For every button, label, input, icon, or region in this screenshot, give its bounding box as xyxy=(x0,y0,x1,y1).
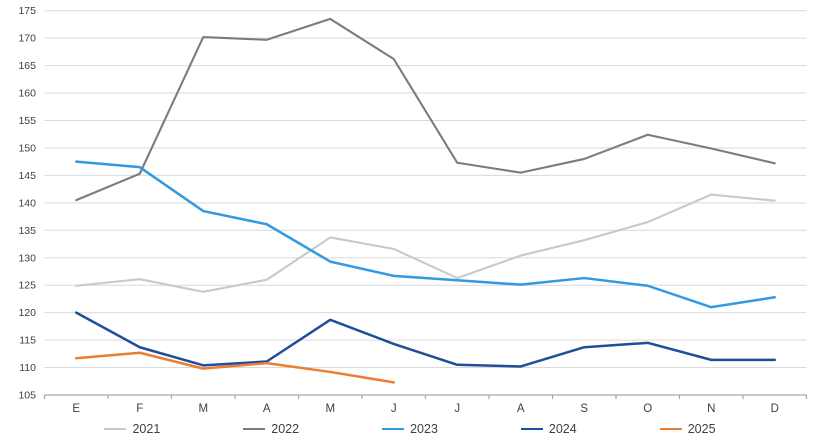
y-axis-label: 150 xyxy=(18,142,36,154)
legend-swatch-icon xyxy=(104,428,127,430)
y-axis-label: 160 xyxy=(18,88,36,100)
legend-swatch-icon xyxy=(243,428,266,430)
legend-item-2022: 2022 xyxy=(243,423,299,436)
legend-swatch-icon xyxy=(382,428,405,430)
y-axis-label: 135 xyxy=(18,225,36,237)
series-line-2023 xyxy=(75,160,776,309)
y-axis-label: 110 xyxy=(19,362,36,374)
legend-item-2024: 2024 xyxy=(520,421,577,436)
legend-swatch-icon xyxy=(520,428,543,430)
legend-item-2025: 2025 xyxy=(659,421,716,436)
y-axis-label: 155 xyxy=(18,115,36,127)
x-axis-label: A xyxy=(263,403,271,415)
legend-item-2021: 2021 xyxy=(104,423,160,436)
legend-label: 2022 xyxy=(271,421,300,436)
y-axis-label: 115 xyxy=(19,335,36,347)
y-axis-label: 145 xyxy=(18,170,36,182)
x-axis-label: E xyxy=(72,403,80,415)
legend-label: 2021 xyxy=(132,421,161,436)
y-axis-label: 175 xyxy=(18,5,36,17)
series-line-2024 xyxy=(75,311,776,368)
x-axis-label: O xyxy=(643,403,652,415)
legend-swatch-icon xyxy=(659,428,682,430)
series-line-2022 xyxy=(75,17,776,202)
y-axis-label: 165 xyxy=(18,60,36,72)
y-axis-label: 125 xyxy=(18,280,36,292)
x-axis-label: M xyxy=(198,403,208,415)
legend-label: 2024 xyxy=(548,421,577,436)
x-axis-label: D xyxy=(771,403,779,415)
x-axis-label: J xyxy=(454,403,460,415)
y-axis-label: 170 xyxy=(18,33,36,45)
x-axis-label: F xyxy=(136,403,143,415)
y-axis-label: 140 xyxy=(18,197,36,209)
x-axis-label: J xyxy=(391,403,397,415)
y-axis-label: 130 xyxy=(18,252,36,264)
legend-item-2023: 2023 xyxy=(382,423,438,436)
chart-legend: 2021 2022 2023 2024 2025 xyxy=(0,417,820,441)
series-line-2025 xyxy=(75,351,395,384)
y-axis-label: 105 xyxy=(18,390,36,402)
series-line-2021 xyxy=(75,193,776,293)
legend-label: 2023 xyxy=(410,421,438,436)
x-axis-label: N xyxy=(707,403,715,415)
x-axis-label: A xyxy=(517,403,525,415)
x-axis-label: S xyxy=(580,403,588,415)
y-axis-label: 120 xyxy=(18,307,36,319)
x-axis-label: M xyxy=(325,403,335,415)
legend-label: 2025 xyxy=(687,421,716,436)
